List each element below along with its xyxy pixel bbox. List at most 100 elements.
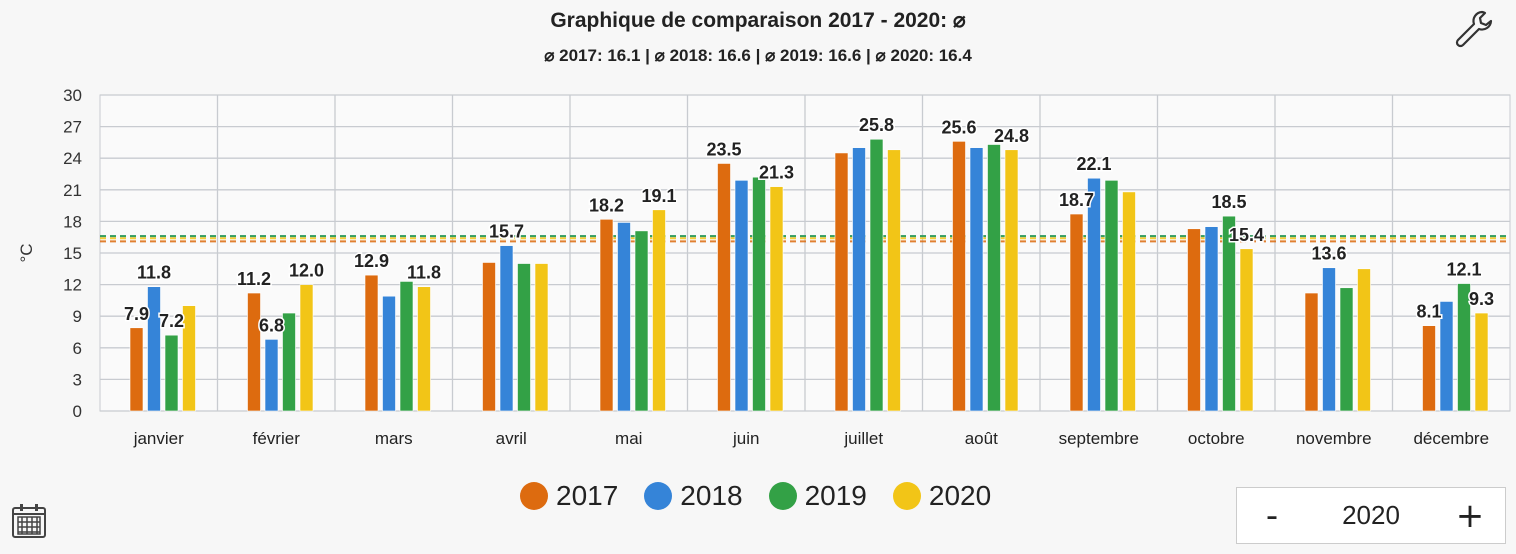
bar-2018-mars — [382, 295, 396, 412]
bar-2020-avril — [534, 263, 549, 412]
bar-2018-décembre — [1439, 301, 1454, 412]
bar-2017-octobre — [1187, 228, 1201, 412]
x-tick-label: avril — [496, 429, 527, 448]
bar-2019-juillet — [869, 138, 884, 412]
bar-2020-mars — [417, 286, 431, 412]
bar-2017-janvier — [129, 327, 144, 412]
bar-2019-août — [987, 144, 1001, 412]
data-label: 11.2 — [237, 269, 271, 289]
data-label: 7.2 — [159, 311, 184, 331]
bar-2020-février — [299, 284, 314, 412]
data-label: 18.7 — [1059, 190, 1094, 210]
bar-2019-juin — [752, 176, 766, 412]
legend-label: 2020 — [928, 480, 992, 511]
bar-2020-septembre — [1122, 191, 1136, 412]
decrement-year-button[interactable]: - — [1237, 488, 1307, 543]
bar-2020-mai — [652, 209, 666, 412]
y-tick-label: 0 — [73, 402, 82, 421]
x-tick-label: juin — [732, 429, 759, 448]
data-label: 19.1 — [641, 186, 676, 206]
data-label: 8.1 — [1416, 302, 1441, 322]
bar-2020-novembre — [1357, 268, 1371, 412]
legend-swatch — [520, 482, 548, 510]
bar-2017-mars — [364, 274, 379, 412]
bar-2020-juillet — [887, 149, 901, 412]
data-label: 22.1 — [1076, 154, 1111, 174]
bar-2018-mai — [617, 222, 631, 412]
legend-label: 2018 — [680, 480, 743, 511]
y-tick-label: 12 — [63, 276, 82, 295]
bar-2017-juin — [717, 163, 731, 412]
legend-swatch — [644, 482, 673, 510]
x-tick-label: novembre — [1296, 429, 1372, 448]
bar-2019-novembre — [1339, 287, 1354, 412]
y-axis-label: °C — [17, 243, 36, 262]
bar-2019-décembre — [1457, 283, 1471, 412]
x-tick-label: octobre — [1188, 429, 1245, 448]
legend-item-2019[interactable]: 2019 — [768, 480, 867, 512]
y-tick-label: 18 — [63, 212, 82, 231]
legend-swatch — [768, 482, 797, 510]
legend-label: 2019 — [804, 480, 867, 511]
y-tick-label: 30 — [63, 86, 82, 105]
bar-chart: 0 3 6 9 12 15 18 21 24 27 30 °C janvier février mars av… — [17, 86, 1511, 448]
bar-2019-janvier — [164, 334, 179, 412]
chart-subtitle: ⌀ 2017: 16.1 | ⌀ 2018: 16.6 | ⌀ 2019: 16… — [544, 46, 972, 65]
legend-item-2018[interactable]: 2018 — [644, 480, 743, 512]
data-label: 25.6 — [941, 117, 976, 137]
bar-2017-avril — [482, 262, 496, 412]
data-label: 12.1 — [1446, 260, 1481, 280]
bar-2017-juillet — [834, 152, 849, 412]
y-tick-label: 21 — [63, 181, 82, 200]
bar-2019-février — [282, 312, 296, 412]
bar-2019-septembre — [1104, 180, 1119, 412]
bar-2018-octobre — [1204, 226, 1219, 412]
bar-2018-novembre — [1322, 267, 1336, 412]
bar-2020-décembre — [1474, 312, 1489, 412]
bar-2018-avril — [499, 245, 514, 412]
data-label: 18.5 — [1211, 192, 1246, 212]
data-label: 25.8 — [859, 115, 894, 135]
y-tick-label: 9 — [73, 307, 82, 326]
chart-title: Graphique de comparaison 2017 - 2020: ⌀ — [550, 9, 966, 32]
x-tick-label: mai — [615, 429, 642, 448]
bar-2019-octobre — [1222, 215, 1236, 412]
y-tick-label: 24 — [63, 149, 82, 168]
x-tick-label: septembre — [1059, 429, 1139, 448]
legend-label: 2017 — [556, 480, 619, 511]
data-label: 24.8 — [994, 126, 1029, 146]
bar-2020-juin — [769, 186, 784, 412]
y-tick-label: 3 — [73, 370, 82, 389]
wrench-icon[interactable] — [1452, 8, 1498, 52]
data-label: 23.5 — [706, 139, 741, 159]
bar-2019-avril — [517, 263, 531, 412]
bar-2018-juillet — [852, 147, 866, 412]
data-label: 11.8 — [407, 263, 441, 283]
data-label: 13.6 — [1311, 244, 1346, 264]
bar-2020-août — [1004, 149, 1019, 412]
y-tick-label: 6 — [73, 339, 82, 358]
x-tick-label: juillet — [843, 429, 883, 448]
bar-2020-janvier — [182, 305, 196, 412]
x-tick-label: février — [253, 429, 301, 448]
bar-2019-mai — [634, 230, 649, 412]
year-value: 2020 — [1342, 500, 1400, 530]
legend-item-2020[interactable]: 2020 — [892, 480, 992, 512]
legend-item-2017[interactable]: 2017 — [520, 480, 618, 512]
calendar-icon[interactable] — [10, 502, 48, 540]
x-tick-label: janvier — [133, 429, 184, 448]
chart-legend: 2017 2018 2019 2020 — [520, 480, 991, 512]
data-label: 11.8 — [137, 263, 171, 283]
data-label: 18.2 — [589, 195, 624, 215]
bar-2018-septembre — [1087, 177, 1101, 412]
data-label: 15.4 — [1229, 225, 1264, 245]
x-tick-label: décembre — [1413, 429, 1489, 448]
data-label: 12.0 — [289, 261, 324, 281]
bar-2017-février — [247, 292, 261, 412]
y-tick-label: 27 — [63, 118, 82, 137]
y-tick-label: 15 — [63, 244, 82, 263]
increment-year-button[interactable]: + — [1435, 488, 1505, 543]
bar-2018-août — [969, 147, 984, 412]
bar-2017-août — [952, 141, 966, 412]
x-tick-label: août — [965, 429, 998, 448]
